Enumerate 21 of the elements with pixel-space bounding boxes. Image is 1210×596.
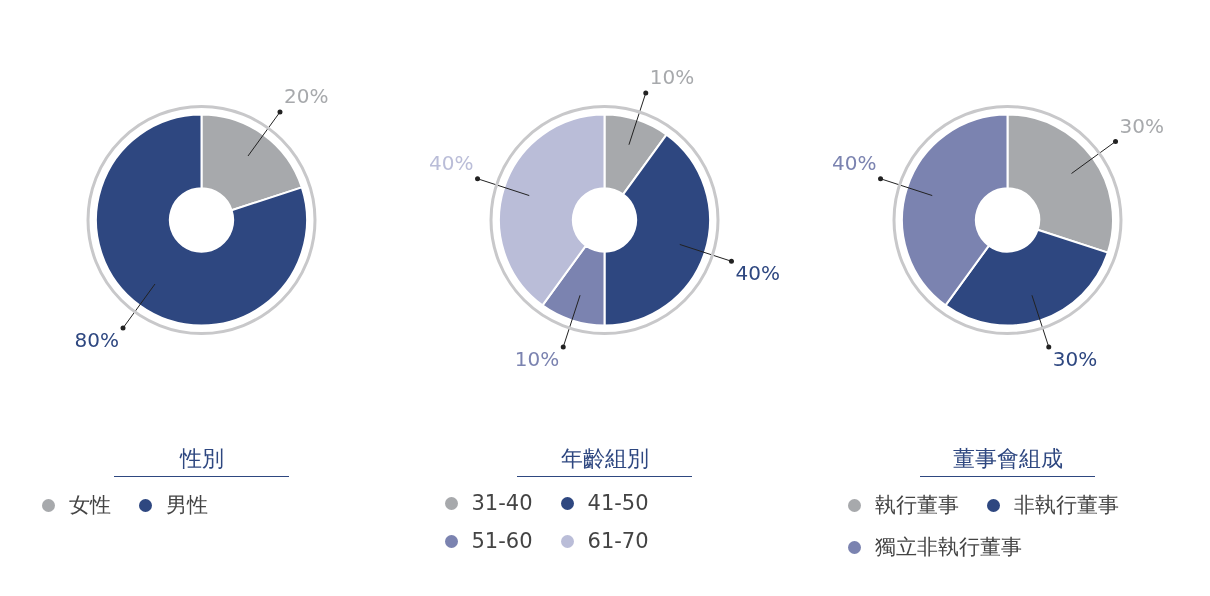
data-label: 80% xyxy=(74,328,120,353)
data-label: 30% xyxy=(1052,347,1098,372)
data-label: 10% xyxy=(649,65,695,90)
legend-label: 女性 xyxy=(68,492,111,519)
legend-label: 非執行董事 xyxy=(1013,492,1119,519)
data-label: 40% xyxy=(735,261,780,286)
data-label: 10% xyxy=(514,347,560,372)
data-label: 40% xyxy=(429,150,474,175)
legend-label: 31-40 xyxy=(471,491,533,515)
text: 董事會組成 xyxy=(920,444,1095,477)
data-label: 40% xyxy=(832,150,877,175)
text: 性別 xyxy=(114,444,289,477)
legend-label: 61-70 xyxy=(587,529,649,553)
text: 年齡組別 xyxy=(517,444,692,477)
data-label: 30% xyxy=(1119,113,1164,138)
legend-label: 獨立非執行董事 xyxy=(874,534,1022,561)
legend-label: 41-50 xyxy=(587,491,649,515)
legend-label: 執行董事 xyxy=(874,492,959,519)
legend-label: 51-60 xyxy=(471,529,533,553)
data-label: 20% xyxy=(283,84,329,109)
legend-label: 男性 xyxy=(165,492,208,519)
